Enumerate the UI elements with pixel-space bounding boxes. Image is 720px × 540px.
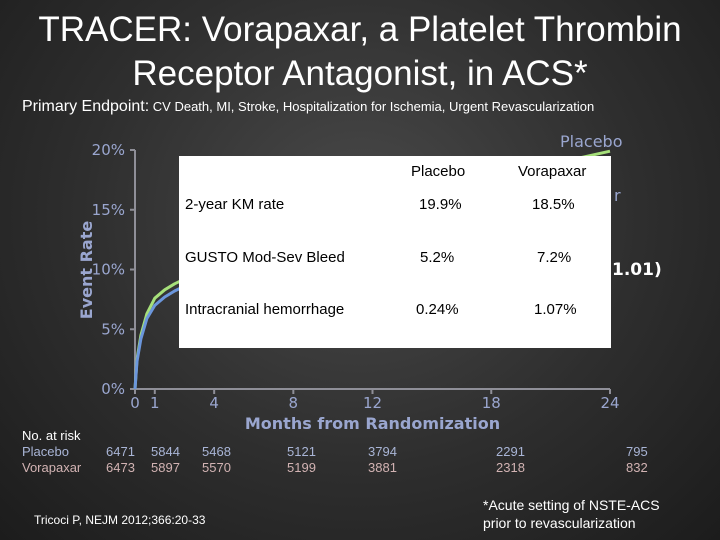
y-tick-label: 5% — [101, 320, 125, 338]
title-line-2: Receptor Antagonist, in ACS* — [132, 54, 588, 93]
subtitle-label: Primary Endpoint: — [22, 98, 150, 115]
x-tick-label: 18 — [482, 394, 501, 412]
x-tick-label: 1 — [150, 394, 160, 412]
x-axis-label: Months from Randomization — [245, 414, 500, 433]
subtitle-endpoints: CV Death, MI, Stroke, Hospitalization fo… — [149, 99, 595, 114]
at-risk-vorapaxar-label: Vorapaxar — [22, 460, 82, 475]
at-risk-placebo-value: 5468 — [202, 444, 231, 459]
at-risk-vorapaxar-value: 5199 — [287, 460, 316, 475]
x-tick-label: 0 — [130, 394, 140, 412]
at-risk-placebo-value: 2291 — [496, 444, 525, 459]
at-risk-placebo-value: 6471 — [106, 444, 135, 459]
x-tick-label: 4 — [209, 394, 219, 412]
footnote: *Acute setting of NSTE-ACS prior to reva… — [483, 496, 660, 532]
at-risk-header: No. at risk — [22, 428, 81, 443]
table-cell-placebo: 5.2% — [420, 249, 455, 266]
hazard-ratio-partial: 1.01) — [612, 260, 662, 280]
table-header-vorapaxar: Vorapaxar — [518, 163, 587, 180]
table-cell-vorapaxar: 18.5% — [532, 196, 575, 213]
x-tick-label: 8 — [289, 394, 299, 412]
y-axis-label: Event Rate — [77, 221, 96, 320]
at-risk-vorapaxar-value: 5897 — [151, 460, 180, 475]
at-risk-placebo-value: 3794 — [368, 444, 397, 459]
at-risk-vorapaxar-value: 2318 — [496, 460, 525, 475]
at-risk-vorapaxar-value: 5570 — [202, 460, 231, 475]
table-cell-placebo: 0.24% — [416, 301, 459, 318]
y-tick-label: 15% — [92, 201, 125, 219]
footnote-line-2: prior to revascularization — [483, 515, 636, 531]
x-tick-label: 24 — [600, 394, 619, 412]
table-row-label: 2-year KM rate — [185, 196, 285, 213]
subtitle: Primary Endpoint: CV Death, MI, Stroke, … — [22, 98, 594, 116]
citation: Tricoci P, NEJM 2012;366:20-33 — [34, 513, 206, 527]
y-tick-label: 0% — [101, 380, 125, 398]
x-tick-label: 12 — [363, 394, 382, 412]
y-tick-label: 20% — [92, 141, 125, 159]
table-cell-placebo: 19.9% — [419, 196, 462, 213]
legend-vorapaxar-label-partial: r — [614, 186, 621, 205]
at-risk-vorapaxar-value: 832 — [626, 460, 648, 475]
table-row-label: GUSTO Mod-Sev Bleed — [185, 249, 345, 266]
at-risk-placebo-value: 5844 — [151, 444, 180, 459]
at-risk-vorapaxar-value: 3881 — [368, 460, 397, 475]
table-header-placebo: Placebo — [411, 163, 466, 180]
footnote-line-1: *Acute setting of NSTE-ACS — [483, 497, 660, 513]
at-risk-placebo-label: Placebo — [22, 444, 69, 459]
results-table: Placebo Vorapaxar 2-year KM rate 19.9% 1… — [179, 156, 611, 348]
at-risk-vorapaxar-value: 6473 — [106, 460, 135, 475]
table-row-label: Intracranial hemorrhage — [185, 301, 345, 318]
title-line-1: TRACER: Vorapaxar, a Platelet Thrombin — [38, 10, 682, 49]
slide-title: TRACER: Vorapaxar, a Platelet Thrombin R… — [0, 8, 720, 96]
y-tick-label: 10% — [92, 261, 125, 279]
at-risk-placebo-value: 5121 — [287, 444, 316, 459]
legend-placebo-label: Placebo — [560, 132, 622, 151]
table-cell-vorapaxar: 7.2% — [537, 249, 572, 266]
at-risk-placebo-value: 795 — [626, 444, 648, 459]
table-cell-vorapaxar: 1.07% — [534, 301, 577, 318]
